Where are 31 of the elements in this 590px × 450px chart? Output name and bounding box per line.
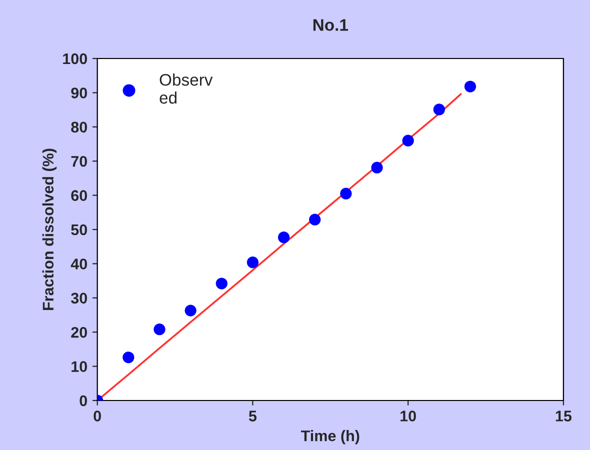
y-tick-label: 60: [71, 190, 88, 201]
y-axis-title: Fraction dissolved (%): [42, 148, 57, 310]
point: [309, 214, 321, 226]
point: [371, 162, 383, 174]
x-tick-label: 15: [556, 410, 572, 422]
y-tick-label: 90: [71, 88, 88, 98]
y-tick-label: 50: [71, 224, 88, 236]
x-axis-title: Time (h): [301, 430, 360, 444]
x-tick-label: 10: [400, 410, 416, 422]
point: [122, 352, 134, 364]
point: [278, 232, 290, 244]
y-tick-label: 40: [70, 258, 88, 270]
y-tick-label: 80: [71, 122, 88, 133]
y-tick-label: 70: [71, 156, 88, 167]
y-tick-label: 0: [80, 395, 87, 406]
point: [216, 278, 228, 290]
point: [154, 324, 166, 336]
point: [433, 104, 445, 116]
point: [184, 304, 196, 316]
point: [340, 188, 352, 200]
x-tick-label: 0: [94, 410, 101, 422]
y-tick-label: 10: [72, 361, 88, 372]
point: [464, 80, 476, 92]
y-tick-label: 30: [70, 292, 88, 304]
y-tick-label: 100: [63, 53, 88, 64]
point: [402, 134, 414, 146]
chart-title: No.1: [313, 19, 348, 31]
x-tick-label: 5: [248, 410, 257, 422]
y-tick-label: 20: [71, 326, 88, 338]
legend-label: Observ ed: [160, 74, 213, 104]
point: [246, 256, 259, 268]
